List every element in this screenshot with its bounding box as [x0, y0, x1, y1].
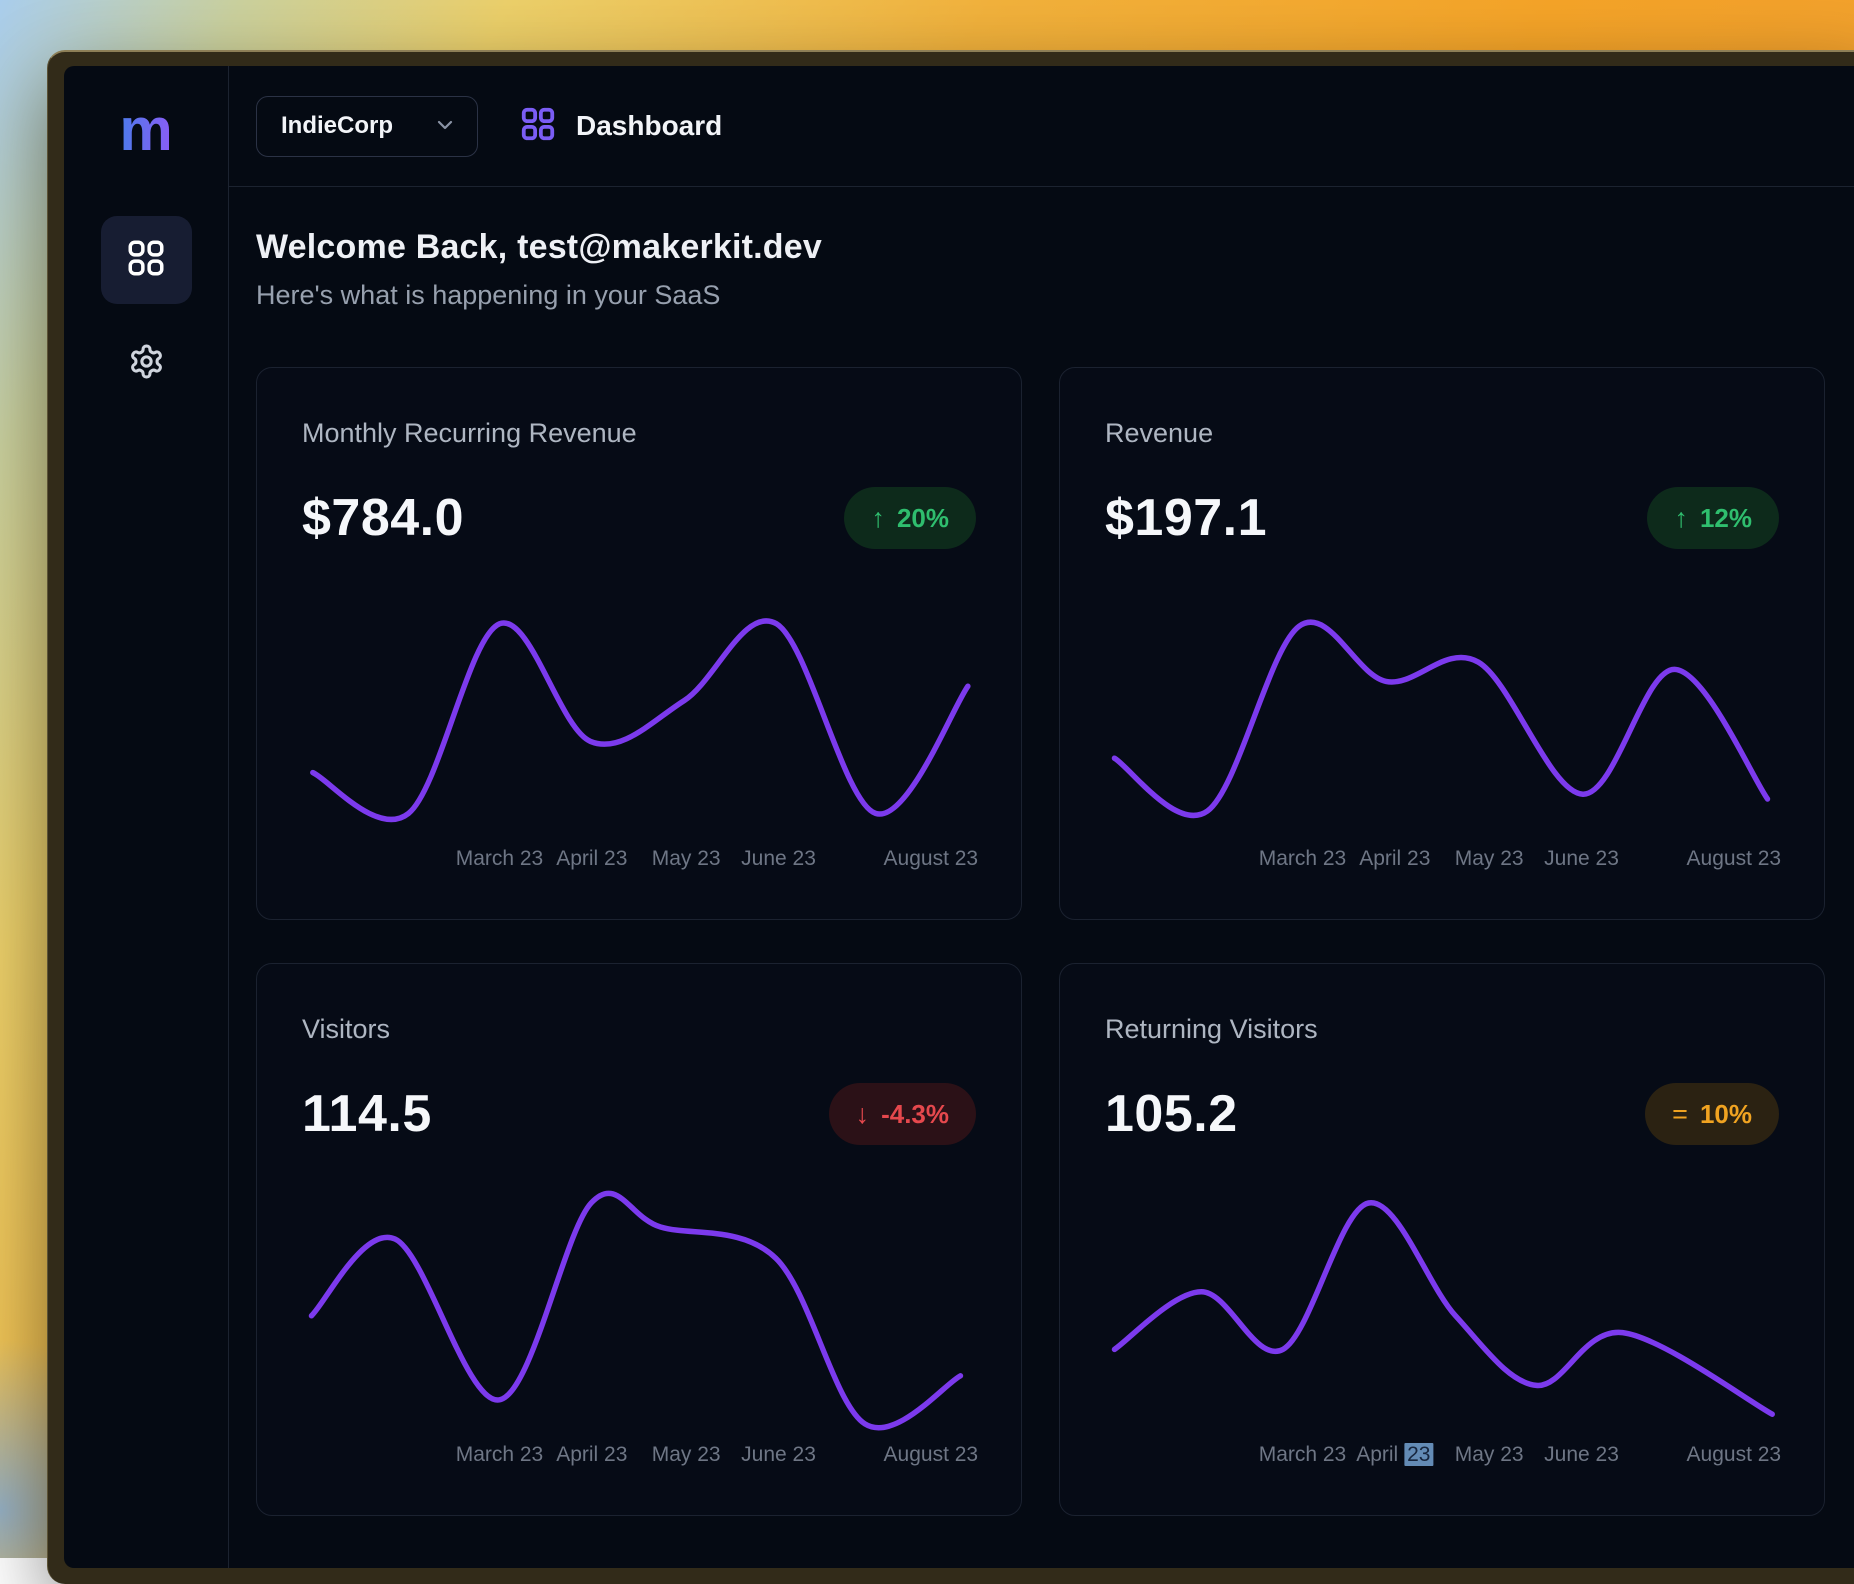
trend-label: -4.3%	[881, 1099, 949, 1130]
x-axis-tick-label: August 23	[884, 1443, 979, 1467]
x-axis-tick-label: April 23	[556, 1443, 627, 1467]
grid-icon	[519, 105, 557, 148]
welcome-heading: Welcome Back, test@makerkit.dev	[256, 228, 1854, 267]
x-axis-tick-label: May 23	[652, 1443, 721, 1467]
metric-card: Revenue $197.1 ↑ 12% March 23 April 23 May…	[1059, 367, 1825, 920]
metric-card: Returning Visitors 105.2 = 10% March 23 A…	[1059, 963, 1825, 1516]
metric-card-row: $784.0 ↑ 20%	[302, 487, 976, 549]
x-axis-ticks: March 23 April 23 May 23 June 23 August 23	[302, 1443, 976, 1473]
cards-grid: Monthly Recurring Revenue $784.0 ↑ 20% M…	[256, 367, 1854, 1516]
trend-icon: ↑	[871, 503, 885, 534]
line-series	[311, 1193, 960, 1427]
sidebar: m	[64, 66, 229, 1568]
x-axis-ticks: March 23 April 23 May 23 June 23 August 23	[1105, 847, 1779, 877]
trend-badge: ↑ 20%	[844, 487, 976, 549]
line-series	[1114, 622, 1767, 815]
breadcrumb: Dashboard	[519, 105, 722, 148]
selected-text: 23	[1404, 1443, 1433, 1466]
trend-icon: ↑	[1674, 503, 1688, 534]
trend-badge: ↓ -4.3%	[829, 1083, 976, 1145]
line-chart	[302, 595, 976, 835]
x-axis-tick-label: August 23	[884, 847, 979, 871]
x-axis-tick-label: April 23	[556, 847, 627, 871]
sidebar-item-dashboard[interactable]	[101, 216, 192, 304]
line-series	[1114, 1203, 1772, 1414]
metric-card-title: Visitors	[302, 1014, 976, 1045]
x-axis-tick-label: June 23	[1544, 1443, 1619, 1467]
x-axis-tick-label: June 23	[741, 1443, 816, 1467]
trend-icon: ↓	[856, 1099, 870, 1130]
line-chart	[302, 1191, 976, 1431]
app-window: m	[47, 50, 1854, 1584]
trend-label: 20%	[897, 503, 949, 534]
x-axis-tick-label: May 23	[652, 847, 721, 871]
metric-card-title: Revenue	[1105, 418, 1779, 449]
metric-value: $197.1	[1105, 488, 1267, 548]
metric-card-row: 105.2 = 10%	[1105, 1083, 1779, 1145]
x-axis-ticks: March 23 April 23 May 23 June 23 August 23	[1105, 1443, 1779, 1473]
app-root: m	[64, 66, 1854, 1568]
x-axis-tick-label: August 23	[1687, 1443, 1782, 1467]
x-axis-tick-label: March 23	[456, 847, 544, 871]
line-chart-svg	[302, 1191, 976, 1431]
line-series	[313, 621, 968, 820]
metric-card-title: Monthly Recurring Revenue	[302, 418, 976, 449]
line-chart	[1105, 1191, 1779, 1431]
welcome-subtitle: Here's what is happening in your SaaS	[256, 280, 1854, 311]
x-axis-tick-label: May 23	[1455, 1443, 1524, 1467]
line-chart-svg	[302, 595, 976, 835]
gear-icon	[128, 343, 165, 385]
trend-label: 10%	[1700, 1099, 1752, 1130]
grid-icon	[125, 237, 167, 284]
metric-card-row: 114.5 ↓ -4.3%	[302, 1083, 976, 1145]
trend-badge: = 10%	[1645, 1083, 1779, 1145]
main-area: IndieCorp	[229, 66, 1854, 1568]
x-axis-tick-label: June 23	[1544, 847, 1619, 871]
x-axis-tick-label: August 23	[1687, 847, 1782, 871]
metric-card-title: Returning Visitors	[1105, 1014, 1779, 1045]
x-axis-tick-label: April 23	[1356, 1443, 1433, 1467]
makerkit-logo: m	[119, 100, 172, 160]
line-chart-svg	[1105, 595, 1779, 835]
trend-icon: =	[1672, 1099, 1688, 1130]
x-axis-tick-label: May 23	[1455, 847, 1524, 871]
sidebar-item-settings[interactable]	[101, 334, 192, 394]
line-chart	[1105, 595, 1779, 835]
metric-value: 114.5	[302, 1084, 432, 1144]
x-axis-ticks: March 23 April 23 May 23 June 23 August 23	[302, 847, 976, 877]
x-axis-tick-label: April 23	[1359, 847, 1430, 871]
x-axis-tick-label: March 23	[1259, 847, 1347, 871]
metric-card: Monthly Recurring Revenue $784.0 ↑ 20% M…	[256, 367, 1022, 920]
metric-value: 105.2	[1105, 1084, 1238, 1144]
page-title: Dashboard	[576, 110, 722, 142]
line-chart-svg	[1105, 1191, 1779, 1431]
x-axis-tick-label: March 23	[1259, 1443, 1347, 1467]
metric-value: $784.0	[302, 488, 464, 548]
org-name: IndieCorp	[281, 112, 393, 140]
x-axis-tick-label: June 23	[741, 847, 816, 871]
trend-badge: ↑ 12%	[1647, 487, 1779, 549]
chevron-down-icon	[433, 113, 457, 140]
topbar: IndieCorp	[229, 66, 1854, 187]
trend-label: 12%	[1700, 503, 1752, 534]
metric-card-row: $197.1 ↑ 12%	[1105, 487, 1779, 549]
x-axis-tick-label: March 23	[456, 1443, 544, 1467]
org-selector-button[interactable]: IndieCorp	[256, 96, 478, 157]
dashboard-content: Welcome Back, test@makerkit.dev Here's w…	[229, 187, 1854, 1516]
